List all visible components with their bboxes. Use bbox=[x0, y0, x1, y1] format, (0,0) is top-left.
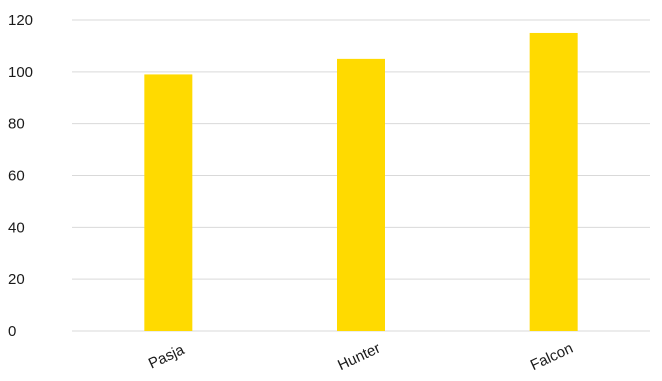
y-tick-label: 120 bbox=[8, 12, 33, 29]
bar-falcon bbox=[529, 32, 578, 331]
y-tick-label: 40 bbox=[8, 219, 25, 236]
y-tick-label: 100 bbox=[8, 64, 33, 81]
bars bbox=[144, 32, 578, 332]
bar-hunter bbox=[337, 58, 385, 331]
y-tick-label: 0 bbox=[8, 323, 16, 340]
x-tick-label-hunter: Hunter bbox=[335, 340, 383, 374]
y-tick-label: 60 bbox=[8, 168, 25, 185]
x-tick-label-falcon: Falcon bbox=[528, 340, 576, 374]
bar-pasja bbox=[144, 74, 193, 332]
y-tick-label: 20 bbox=[8, 271, 25, 288]
x-axis-ticks: Pasja Hunter Falcon bbox=[146, 340, 576, 374]
y-axis-ticks: 0 20 40 60 80 100 120 bbox=[8, 12, 33, 340]
y-tick-label: 80 bbox=[8, 116, 25, 133]
x-tick-label-pasja: Pasja bbox=[146, 341, 188, 373]
